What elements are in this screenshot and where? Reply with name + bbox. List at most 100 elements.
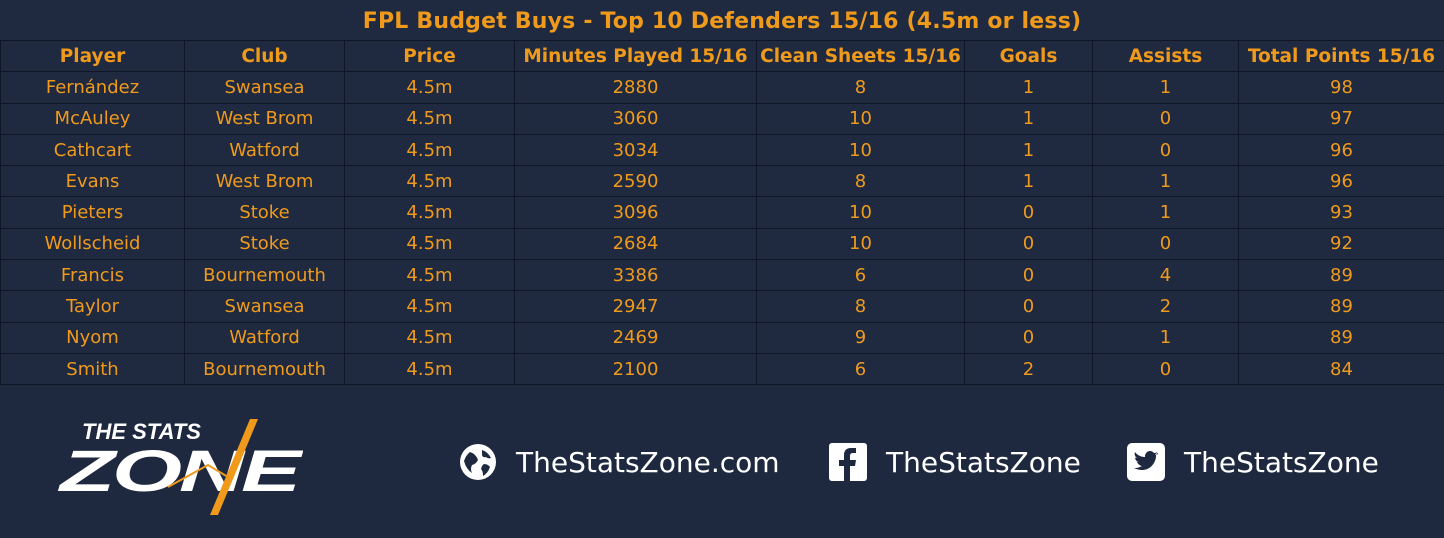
cell-total-points: 89	[1238, 259, 1444, 292]
twitter-link[interactable]: TheStatsZone	[1126, 442, 1379, 482]
header-player: Player	[0, 39, 185, 73]
stats-zone-logo: THE STATS ZONE	[58, 419, 303, 515]
facebook-label: TheStatsZone	[886, 445, 1081, 479]
cell-clean-sheets: 6	[756, 259, 965, 292]
cell-clean-sheets: 10	[756, 133, 965, 167]
cell-price: 4.5m	[344, 227, 515, 261]
footer: THE STATS ZONE TheStatsZone.com TheStats…	[0, 385, 1444, 538]
globe-icon	[460, 444, 496, 480]
cell-total-points: 93	[1238, 196, 1444, 229]
cell-assists: 1	[1092, 165, 1239, 198]
cell-total-points: 96	[1238, 165, 1444, 198]
cell-clean-sheets: 8	[756, 165, 965, 198]
cell-player: Nyom	[0, 321, 185, 354]
cell-assists: 2	[1092, 290, 1239, 323]
cell-minutes: 2100	[514, 352, 757, 386]
cell-minutes: 3034	[514, 133, 757, 167]
cell-assists: 1	[1092, 196, 1239, 229]
cell-club: Swansea	[184, 71, 345, 104]
cell-club: Bournemouth	[184, 352, 345, 386]
cell-clean-sheets: 9	[756, 321, 965, 354]
logo-line1: THE STATS	[82, 419, 201, 444]
cell-minutes: 2469	[514, 321, 757, 354]
cell-total-points: 89	[1238, 321, 1444, 354]
table-row: Pieters Stoke 4.5m 3096 10 0 1 93	[0, 196, 1444, 229]
cell-club: Bournemouth	[184, 259, 345, 292]
cell-player: Cathcart	[0, 133, 185, 167]
header-price: Price	[344, 39, 515, 73]
facebook-icon	[829, 443, 867, 481]
cell-assists: 1	[1092, 321, 1239, 354]
cell-goals: 1	[964, 165, 1093, 198]
twitter-icon	[1127, 443, 1165, 481]
cell-goals: 1	[964, 133, 1093, 167]
table-row: Smith Bournemouth 4.5m 2100 6 2 0 84	[0, 352, 1444, 386]
cell-assists: 0	[1092, 102, 1239, 135]
cell-player: Francis	[0, 259, 185, 292]
cell-club: Stoke	[184, 196, 345, 229]
table-row: Cathcart Watford 4.5m 3034 10 1 0 96	[0, 133, 1444, 167]
table-row: Nyom Watford 4.5m 2469 9 0 1 89	[0, 321, 1444, 354]
table-row: Fernández Swansea 4.5m 2880 8 1 1 98	[0, 71, 1444, 104]
logo-line2: ZONE	[58, 439, 303, 504]
table-row: Francis Bournemouth 4.5m 3386 6 0 4 89	[0, 259, 1444, 292]
cell-club: Swansea	[184, 290, 345, 323]
cell-minutes: 3060	[514, 102, 757, 135]
cell-club: Watford	[184, 133, 345, 167]
header-total-points: Total Points 15/16	[1238, 39, 1444, 73]
cell-price: 4.5m	[344, 71, 515, 104]
cell-player: Taylor	[0, 290, 185, 323]
cell-goals: 0	[964, 290, 1093, 323]
facebook-link[interactable]: TheStatsZone	[828, 442, 1081, 482]
table-title: FPL Budget Buys - Top 10 Defenders 15/16…	[0, 0, 1444, 40]
cell-assists: 0	[1092, 133, 1239, 167]
cell-club: Watford	[184, 321, 345, 354]
cell-club: West Brom	[184, 102, 345, 135]
cell-total-points: 98	[1238, 71, 1444, 104]
cell-goals: 0	[964, 227, 1093, 261]
cell-player: Pieters	[0, 196, 185, 229]
header-assists: Assists	[1092, 39, 1239, 73]
cell-clean-sheets: 10	[756, 102, 965, 135]
cell-minutes: 2684	[514, 227, 757, 261]
cell-price: 4.5m	[344, 259, 515, 292]
cell-price: 4.5m	[344, 133, 515, 167]
cell-total-points: 97	[1238, 102, 1444, 135]
website-link[interactable]: TheStatsZone.com	[458, 442, 780, 482]
cell-price: 4.5m	[344, 352, 515, 386]
twitter-label: TheStatsZone	[1184, 445, 1379, 479]
cell-club: Stoke	[184, 227, 345, 261]
cell-assists: 0	[1092, 352, 1239, 386]
table-row: Wollscheid Stoke 4.5m 2684 10 0 0 92	[0, 227, 1444, 261]
cell-assists: 4	[1092, 259, 1239, 292]
cell-clean-sheets: 10	[756, 227, 965, 261]
cell-total-points: 92	[1238, 227, 1444, 261]
table-row: McAuley West Brom 4.5m 3060 10 1 0 97	[0, 102, 1444, 135]
cell-minutes: 2880	[514, 71, 757, 104]
cell-price: 4.5m	[344, 290, 515, 323]
cell-price: 4.5m	[344, 165, 515, 198]
cell-goals: 1	[964, 102, 1093, 135]
cell-minutes: 2947	[514, 290, 757, 323]
cell-player: McAuley	[0, 102, 185, 135]
header-goals: Goals	[964, 39, 1093, 73]
cell-assists: 0	[1092, 227, 1239, 261]
cell-goals: 0	[964, 259, 1093, 292]
cell-total-points: 89	[1238, 290, 1444, 323]
cell-total-points: 96	[1238, 133, 1444, 167]
cell-goals: 1	[964, 71, 1093, 104]
cell-minutes: 3096	[514, 196, 757, 229]
cell-clean-sheets: 8	[756, 290, 965, 323]
cell-price: 4.5m	[344, 321, 515, 354]
cell-minutes: 3386	[514, 259, 757, 292]
cell-player: Evans	[0, 165, 185, 198]
table-header-row: Player Club Price Minutes Played 15/16 C…	[0, 39, 1444, 73]
header-minutes: Minutes Played 15/16	[514, 39, 757, 73]
cell-clean-sheets: 8	[756, 71, 965, 104]
cell-clean-sheets: 6	[756, 352, 965, 386]
cell-assists: 1	[1092, 71, 1239, 104]
cell-total-points: 84	[1238, 352, 1444, 386]
cell-player: Fernández	[0, 71, 185, 104]
header-club: Club	[184, 39, 345, 73]
cell-price: 4.5m	[344, 102, 515, 135]
